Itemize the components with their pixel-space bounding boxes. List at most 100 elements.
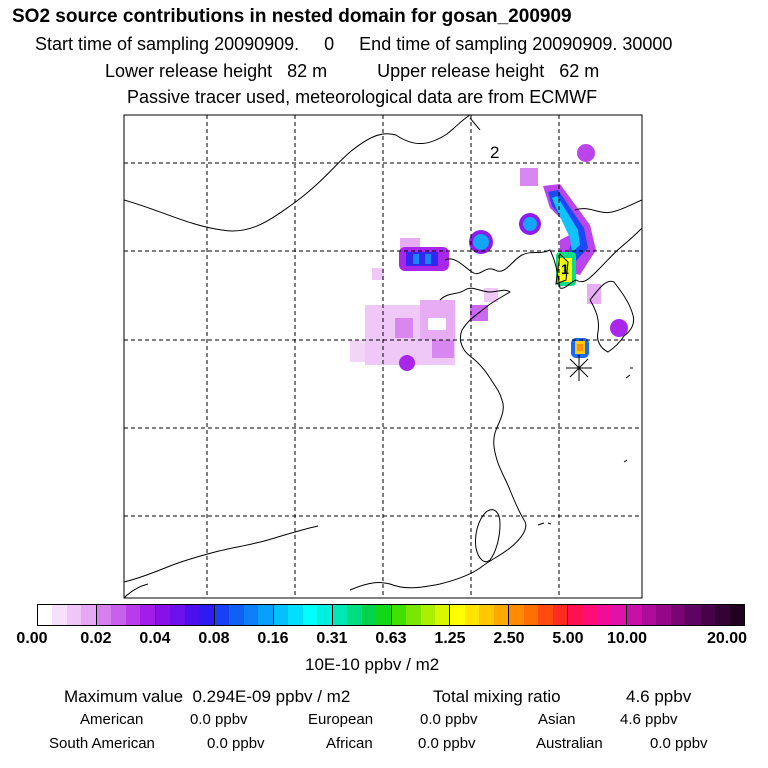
- colorbar-unit: 10E-10 ppbv / m2: [305, 655, 440, 674]
- colorbar-swatch: [700, 605, 716, 625]
- colorbar-segment: [450, 605, 510, 625]
- plot-title: SO2 source contributions in nested domai…: [12, 6, 572, 27]
- asian-value: 4.6 ppbv: [620, 711, 678, 728]
- colorbar-tick-label: 5.00: [552, 630, 584, 647]
- colorbar-swatch: [509, 605, 524, 625]
- colorbar-segment: [686, 605, 745, 625]
- colorbar-swatch: [552, 605, 568, 625]
- colorbar-swatch: [479, 605, 494, 625]
- colorbar-swatch: [597, 605, 612, 625]
- colorbar-tick-label: 10.00: [606, 630, 648, 647]
- colorbar-segment: [38, 605, 97, 625]
- american-label: American: [80, 711, 144, 728]
- colorbar-segment: [332, 605, 392, 625]
- colorbar-swatch: [376, 605, 391, 625]
- colorbar: [37, 604, 745, 626]
- colorbar-segment: [155, 605, 215, 625]
- colorbar-swatch: [81, 605, 96, 625]
- coastline: [124, 115, 471, 232]
- coastline: [124, 583, 149, 598]
- colorbar-tick-label: 2.50: [493, 630, 525, 647]
- colorbar-segment: [627, 605, 687, 625]
- tracer-info-line: Passive tracer used, meteorological data…: [127, 87, 598, 107]
- colorbar-tick-label: 0.16: [257, 630, 289, 647]
- african-value: 0.0 ppbv: [418, 735, 476, 752]
- marker-label-1: 1: [561, 261, 569, 277]
- colorbar-swatch: [582, 605, 598, 625]
- colorbar-swatch: [361, 605, 377, 625]
- asian-label: Asian: [538, 711, 576, 728]
- colorbar-swatch: [568, 605, 583, 625]
- colorbar-tick-label: 0.02: [80, 630, 112, 647]
- total-mixing-label: Total mixing ratio: [433, 687, 561, 706]
- colorbar-tick-label: 0.00: [16, 630, 48, 647]
- colorbar-swatch: [450, 605, 465, 625]
- australian-label: Australian: [536, 735, 603, 752]
- colorbar-swatch: [273, 605, 289, 625]
- colorbar-tick-label: 1.25: [434, 630, 466, 647]
- colorbar-swatch: [199, 605, 214, 625]
- colorbar-swatch: [140, 605, 155, 625]
- colorbar-swatch: [184, 605, 200, 625]
- colorbar-swatch: [243, 605, 259, 625]
- south-american-value: 0.0 ppbv: [207, 735, 265, 752]
- marker-label-2: 2: [490, 143, 499, 162]
- colorbar-swatch: [670, 605, 686, 625]
- colorbar-swatch: [258, 605, 273, 625]
- colorbar-segment: [509, 605, 569, 625]
- colorbar-swatch: [715, 605, 730, 625]
- colorbar-swatch: [170, 605, 185, 625]
- coastline: [469, 117, 481, 131]
- european-label: European: [308, 711, 374, 728]
- coastline: [124, 525, 319, 583]
- colorbar-swatch: [656, 605, 671, 625]
- coastline: [444, 227, 642, 289]
- colorbar-swatch: [302, 605, 318, 625]
- colorbar-swatch: [686, 605, 701, 625]
- colorbar-swatch: [493, 605, 509, 625]
- colorbar-tick-label: 20.00: [706, 630, 748, 647]
- total-mixing-value: 4.6 ppbv: [626, 687, 692, 706]
- coastline: [475, 509, 501, 563]
- colorbar-swatch: [288, 605, 303, 625]
- colorbar-swatch: [332, 605, 348, 625]
- colorbar-swatch: [729, 605, 745, 625]
- colorbar-swatch: [96, 605, 112, 625]
- max-value: Maximum value 0.294E-09 ppbv / m2: [64, 687, 351, 706]
- colorbar-swatch: [229, 605, 244, 625]
- receptor-star-icon: [566, 355, 592, 381]
- african-label: African: [326, 735, 373, 752]
- release-height-line: Lower release height 82 m Upper release …: [105, 61, 600, 81]
- american-value: 0.0 ppbv: [190, 711, 248, 728]
- colorbar-swatch: [52, 605, 67, 625]
- coastline: [555, 252, 569, 285]
- colorbar-swatch: [627, 605, 642, 625]
- colorbar-tick-label: 0.31: [316, 630, 348, 647]
- concentration-plume: [350, 144, 628, 371]
- colorbar-segment: [96, 605, 156, 625]
- coastline: [574, 199, 642, 214]
- colorbar-swatch: [38, 605, 53, 625]
- colorbar-swatch: [111, 605, 126, 625]
- coastline: [589, 280, 635, 353]
- colorbar-swatch: [420, 605, 435, 625]
- colorbar-swatch: [641, 605, 657, 625]
- colorbar-tick-label: 0.63: [375, 630, 407, 647]
- coastline: [349, 287, 527, 591]
- colorbar-swatch: [406, 605, 421, 625]
- colorbar-swatch: [538, 605, 553, 625]
- australian-value: 0.0 ppbv: [650, 735, 708, 752]
- colorbar-swatch: [125, 605, 141, 625]
- south-american-label: South American: [49, 735, 155, 752]
- colorbar-segment: [391, 605, 451, 625]
- colorbar-segment: [273, 605, 333, 625]
- colorbar-swatch: [347, 605, 362, 625]
- colorbar-tick-label: 0.04: [139, 630, 171, 647]
- colorbar-swatch: [214, 605, 230, 625]
- colorbar-swatch: [434, 605, 450, 625]
- european-value: 0.0 ppbv: [420, 711, 478, 728]
- colorbar-swatch: [155, 605, 171, 625]
- colorbar-swatch: [611, 605, 627, 625]
- colorbar-tick-label: 0.08: [198, 630, 230, 647]
